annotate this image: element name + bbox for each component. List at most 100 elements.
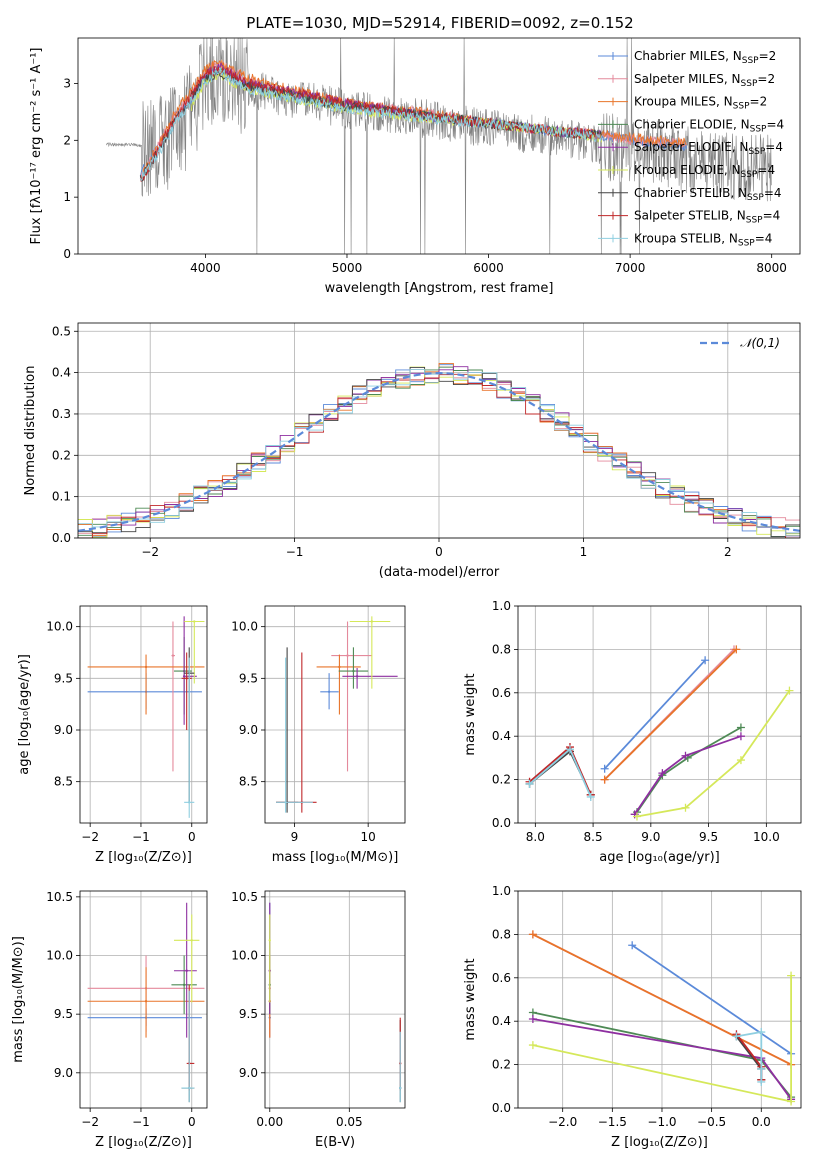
point-chabrier-miles: [327, 690, 331, 693]
y-tick-label: 8.5: [239, 775, 258, 789]
y-axis-label: Flux [fλ10⁻¹⁷ erg cm⁻² s⁻¹ A⁻¹]: [29, 48, 44, 245]
legend-label: 𝒩(0,1): [740, 336, 780, 350]
y-tick-label: 1.0: [492, 884, 511, 898]
legend-value: =2: [759, 49, 777, 63]
x-axis-label: age [log₁₀(age/yr)]: [599, 850, 720, 865]
figure-title: PLATE=1030, MJD=52914, FIBERID=0092, z=0…: [246, 14, 633, 32]
y-tick-label: 0.6: [492, 686, 511, 700]
series-marker: [757, 1064, 766, 1073]
legend-label: Chabrier MILES, NSSP=2: [634, 49, 776, 66]
x-tick-label: 0.00: [256, 1115, 283, 1129]
y-tick-label: 0.0: [492, 1101, 511, 1115]
y-tick-label: 0.2: [492, 773, 511, 787]
x-tick-label: −2.0: [548, 1115, 577, 1129]
point-kroupa-elodie: [193, 620, 196, 623]
panel-mass-weight-vs-age: 8.0 8.5 9.0 9.5 10.0 0.0 0.2 0.4 0.6 0.8 1.0 age [l…: [463, 599, 802, 865]
series-marker: [736, 756, 745, 765]
x-tick-label: −2: [81, 830, 99, 844]
series-marker: [681, 803, 690, 812]
x-tick-label: 1: [580, 545, 588, 559]
x-tick-label: −1.5: [598, 1115, 627, 1129]
plot-area-mass-weight-vs-z: [528, 930, 796, 1106]
x-tick-label: 10.0: [753, 830, 780, 844]
plot-area-mass-weight-vs-age: [525, 645, 794, 821]
y-tick-label: 0.6: [492, 971, 511, 985]
spectrum-legend: Chabrier MILES, NSSP=2 Salpeter MILES, NS…: [598, 49, 784, 248]
x-axis-label: Z [log₁₀(Z/Z⊙)]: [611, 1135, 708, 1150]
point-kroupa-stelib: [284, 801, 287, 804]
x-tick-label: −0.5: [697, 1115, 726, 1129]
y-tick-label: 0.8: [492, 927, 511, 941]
legend-label: Chabrier STELIB, NSSP=4: [634, 186, 782, 203]
x-axis-label: E(B-V): [315, 1135, 355, 1150]
legend-subscript: SSP: [741, 170, 758, 180]
series-marker: [681, 751, 690, 760]
series-line-kroupa-stelib: [736, 1030, 763, 1082]
x-tick-label: 7000: [615, 261, 646, 275]
legend-subscript: SSP: [738, 238, 755, 248]
series-marker: [600, 775, 609, 784]
legend-value: =2: [757, 72, 775, 86]
plot-area-mass-vs-ebv: [268, 902, 402, 1103]
y-tick-label: 0.8: [492, 642, 511, 656]
y-axis-label: mass [log₁₀(M/M⊙)]: [11, 936, 26, 1063]
x-tick-label: 6000: [473, 261, 504, 275]
series-marker: [757, 1028, 766, 1037]
axes-frame: [517, 605, 802, 824]
series-marker: [525, 779, 534, 788]
y-tick-label: 0.2: [492, 1058, 511, 1072]
x-tick-label: −1: [132, 830, 150, 844]
y-axis-label: Normed distribution: [23, 366, 38, 496]
legend-subscript: SSP: [746, 216, 763, 226]
legend-value: =4: [764, 186, 782, 200]
panel-spectrum: Chabrier MILES, NSSP=2 Salpeter MILES, NS…: [29, 37, 801, 296]
x-tick-label: 8000: [756, 261, 787, 275]
series-line-kroupa-miles: [532, 933, 792, 1066]
point-salpeter-stelib: [185, 677, 188, 680]
x-tick-label: 0: [188, 1115, 196, 1129]
legend-subscript: SSP: [741, 79, 758, 89]
series-marker: [701, 656, 710, 665]
y-axis-label: mass weight: [463, 673, 478, 755]
legend-value: =4: [763, 209, 781, 223]
y-tick-label: 2: [63, 133, 71, 147]
legend-value: =4: [755, 231, 773, 245]
y-tick-label: 1.0: [492, 599, 511, 613]
panel-residuals: 𝒩(0,1) −2 −1 0 1 2 0.0 0.1 0.2 0.3 0.4 0.5 (data-mod…: [23, 322, 801, 580]
point-kroupa-elodie: [268, 939, 271, 942]
point-kroupa-miles: [144, 665, 148, 669]
y-tick-label: 3: [63, 76, 71, 90]
y-axis-label: age [log₁₀(age/yr)]: [17, 654, 32, 775]
series-marker: [732, 1032, 741, 1041]
y-tick-label: 10.0: [46, 620, 73, 634]
y-tick-label: 9.0: [54, 723, 73, 737]
y-tick-label: 10.0: [46, 949, 73, 963]
x-tick-label: 2: [724, 545, 732, 559]
series-line-kroupa-elodie: [636, 690, 791, 818]
hist-salpeter-stelib: [78, 373, 800, 538]
series-marker: [632, 812, 641, 821]
legend-subscript: SSP: [748, 147, 765, 157]
plot-area-mass-vs-z: [87, 902, 205, 1103]
axes-frame: [79, 890, 208, 1109]
legend-label: Salpeter STELIB, NSSP=4: [634, 209, 780, 226]
y-tick-label: 0.4: [52, 366, 71, 380]
point-chabrier-elodie: [182, 983, 186, 987]
legend-subscript: SSP: [742, 56, 759, 66]
y-tick-label: 0.2: [52, 448, 71, 462]
x-tick-label: 0.0: [752, 1115, 771, 1129]
panel-mass-vs-ebv: 0.00 0.05 9.0 9.5 10.0 10.5 E(B-V): [231, 890, 406, 1150]
series-marker: [757, 1077, 766, 1086]
hist-chabrier-elodie: [78, 366, 800, 538]
x-tick-label: −1: [132, 1115, 150, 1129]
y-tick-label: 10.5: [46, 890, 73, 904]
point-salpeter-miles: [171, 654, 175, 657]
x-tick-label: 4000: [190, 261, 221, 275]
x-tick-label: 0: [188, 830, 196, 844]
series-line-chabrier-miles: [603, 659, 706, 770]
legend-value: =4: [766, 117, 784, 131]
panel-age-vs-mass: 9 10 8.5 9.0 9.5 10.0 mass [log₁₀(M/M⊙)]: [231, 605, 406, 865]
series-marker: [586, 792, 595, 801]
legend-value: =4: [757, 163, 775, 177]
legend-label: Kroupa STELIB, NSSP=4: [634, 231, 772, 248]
